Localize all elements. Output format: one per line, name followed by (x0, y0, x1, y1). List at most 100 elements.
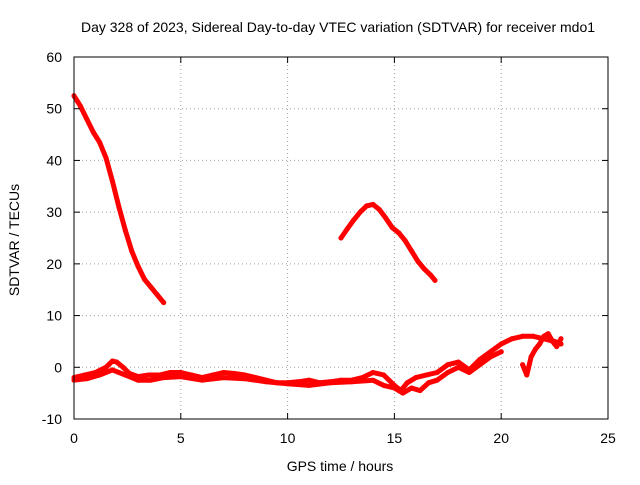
data-point (396, 230, 402, 236)
data-point (417, 388, 423, 394)
data-point (221, 375, 226, 381)
data-point (357, 209, 363, 215)
data-point (537, 341, 543, 347)
data-point (530, 333, 536, 339)
data-point (545, 331, 551, 337)
data-point (456, 359, 461, 365)
data-point (116, 204, 122, 210)
data-point (231, 371, 237, 376)
data-point (199, 377, 205, 383)
data-point (370, 370, 376, 375)
data-point (167, 370, 173, 375)
data-point (541, 333, 547, 339)
data-point (142, 276, 147, 282)
data-point (146, 372, 152, 378)
data-point (558, 336, 564, 342)
data-point (109, 358, 115, 364)
data-point (90, 129, 96, 135)
data-point (120, 364, 126, 370)
data-point (498, 341, 504, 347)
y-axis-label: SDTVAR / TECUs (6, 184, 22, 296)
data-point (426, 380, 432, 386)
data-point (409, 248, 414, 254)
data-point (135, 377, 141, 383)
data-point (82, 372, 88, 378)
data-point (383, 215, 389, 221)
data-point (445, 362, 451, 368)
data-point (77, 103, 83, 109)
y-tick-label: 0 (54, 359, 62, 375)
data-point (178, 370, 184, 375)
data-point (114, 359, 120, 365)
data-point (242, 376, 248, 382)
series-line-satellite-track-b (338, 201, 438, 283)
data-point (370, 377, 376, 383)
data-point (381, 372, 387, 378)
data-point (488, 349, 493, 355)
data-point (528, 354, 534, 360)
data-point (413, 375, 419, 381)
x-tick-label: 20 (493, 430, 509, 446)
data-point (415, 258, 421, 264)
data-point (327, 380, 333, 386)
data-point (434, 370, 440, 375)
x-tick-label: 5 (177, 430, 185, 446)
y-tick-label: 10 (46, 308, 62, 324)
data-point (381, 382, 387, 388)
x-tick-label: 25 (600, 430, 616, 446)
data-point (97, 372, 103, 378)
data-point (306, 377, 312, 383)
data-point (389, 225, 395, 231)
data-point (103, 155, 109, 161)
data-point (109, 367, 115, 373)
y-tick-label: 50 (46, 101, 62, 117)
y-tick-label: -10 (42, 411, 62, 427)
series-group (71, 93, 564, 396)
x-tick-label: 0 (70, 430, 78, 446)
data-point (129, 248, 135, 254)
series-line-satellite-track-a (71, 93, 167, 306)
data-point (109, 178, 115, 184)
data-point (477, 362, 483, 368)
data-point (154, 292, 160, 298)
data-point (103, 364, 109, 370)
data-point (97, 139, 103, 145)
data-point (520, 362, 526, 368)
data-point (148, 284, 154, 290)
data-point (434, 377, 440, 383)
data-point (84, 116, 90, 122)
data-point (409, 385, 414, 391)
data-point (520, 333, 526, 339)
ticks (73, 56, 609, 420)
data-point (509, 336, 515, 342)
data-point (370, 201, 376, 207)
data-point (161, 375, 167, 381)
y-tick-label: 40 (46, 152, 62, 168)
data-point (135, 263, 141, 269)
plot-border (73, 56, 609, 420)
x-axis-label: GPS time / hours (287, 458, 394, 474)
data-point (421, 266, 427, 272)
data-point (306, 382, 312, 388)
x-tick-label: 15 (387, 430, 403, 446)
tick-labels: 0 5 10 15 20 25 -10 0 10 20 30 40 50 60 (42, 49, 616, 446)
y-tick-label: 20 (46, 256, 62, 272)
data-point (338, 235, 344, 241)
data-point (423, 372, 429, 378)
grid (74, 57, 608, 419)
series-line-late-track (520, 331, 564, 378)
data-point (488, 354, 493, 360)
data-point (148, 377, 154, 383)
data-point (221, 370, 226, 375)
data-point (428, 272, 434, 278)
data-point (554, 344, 560, 350)
data-point (376, 207, 382, 213)
chart-title: Day 328 of 2023, Sidereal Day-to-day VTE… (81, 19, 595, 35)
data-point (404, 380, 410, 386)
data-point (466, 370, 472, 375)
data-point (344, 226, 350, 232)
data-point (550, 338, 555, 344)
data-point (263, 379, 269, 385)
